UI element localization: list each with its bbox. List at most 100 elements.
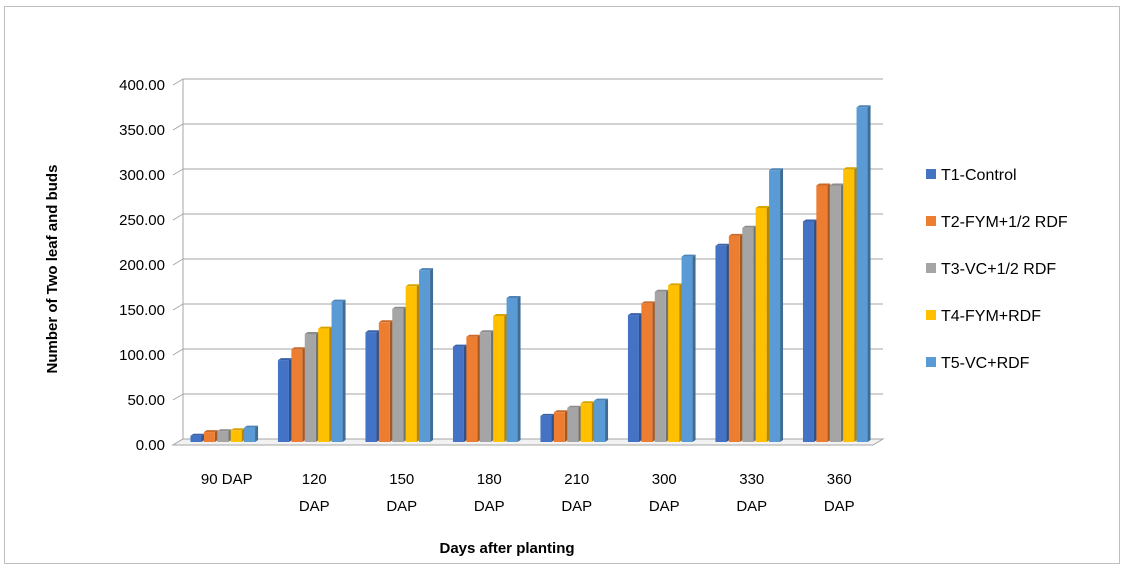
bar-side [867,105,871,442]
bar-top [829,183,844,186]
x-tick-label: DAP [561,498,592,515]
bar-top [594,398,609,401]
bar-top [641,301,656,304]
bar [668,285,680,442]
bar-side [564,410,568,442]
bar-side [813,219,817,442]
bar-top [203,430,218,433]
y-tick-label: 250.00 [119,212,165,229]
bar-side [766,206,770,442]
bars [190,105,871,443]
bar-side [490,330,494,442]
y-tick-label: 400.00 [119,77,165,94]
bar [304,334,316,442]
bar-top [452,344,467,347]
bar-top [816,183,831,186]
bar-top [217,429,232,432]
bar [506,298,518,442]
gridline-depth [172,348,184,356]
gridline-depth [172,258,184,266]
bar [594,400,606,442]
legend-label: T2-FYM+1/2 RDF [941,214,1068,231]
bar [769,170,781,442]
x-tick-labels: 90 DAP 120 DAP 150 DAP 180 DAP 210 DAP 300 DAP 330 D… [201,471,855,515]
bar-top [230,428,245,431]
bar-side [854,167,858,443]
x-tick-label: DAP [736,498,767,515]
bar [244,427,256,442]
bar-side [504,314,508,442]
bar [728,235,740,442]
bar-top [493,314,508,316]
gridline-depth [172,393,184,401]
bar [654,291,666,442]
bar-side [692,254,696,442]
bar-top [755,206,770,208]
x-tick-label: DAP [299,498,330,515]
chart-canvas: 0.00 50.00 100.00 150.00 200.00 250.00 300.00 3… [44,77,1068,557]
x-tick-label: 360 [827,471,852,488]
bar-top [318,326,333,329]
y-tick-label: 350.00 [119,122,165,139]
bar [230,430,242,442]
bar [365,332,377,442]
bar-side [827,183,831,442]
bar-side [463,344,467,442]
bar-side [389,320,393,442]
bar-side [753,225,757,442]
bar-side [376,330,380,442]
bar [802,221,814,442]
bar-side [342,299,346,442]
bar-side [403,306,407,442]
bar-top [291,347,306,350]
y-tick-label: 150.00 [119,302,165,319]
bar-side [605,398,609,442]
gridline-depth [172,123,184,131]
bar-side [329,326,333,442]
bar-top [668,283,683,286]
bar [553,412,565,442]
bar [277,360,289,442]
bar-side [201,433,205,442]
bar [318,328,330,442]
bar-top [681,254,696,257]
bar-side [302,347,306,442]
bar [580,403,592,442]
bar [217,431,229,442]
bar-top [856,105,871,108]
bar-top [479,330,494,333]
bar-top [802,219,817,222]
bar-top [769,168,784,171]
bar [378,322,390,442]
bar [567,407,579,442]
bar [829,185,841,442]
y-tick-label: 100.00 [119,347,165,364]
bar [856,107,868,442]
gridline-depth [172,168,184,176]
legend-swatch [926,216,936,226]
bar [479,332,491,442]
bar [681,256,693,442]
x-tick-label: DAP [386,498,417,515]
bar [392,308,404,442]
bar-top [277,358,292,361]
bar-side [840,183,844,442]
bar [627,315,639,442]
bar [291,349,303,442]
bar [755,208,767,442]
bar [190,435,202,442]
bar-side [665,289,669,442]
gridline-depth [172,78,184,86]
bar-side [780,168,784,442]
bar-top [742,225,757,228]
bar-side [228,429,232,442]
bar-top [728,233,743,236]
legend-swatch [926,357,936,367]
bar-top [405,284,420,287]
legend-label: T4-FYM+RDF [941,308,1041,325]
bar-top [244,425,259,428]
y-tick-label: 50.00 [127,392,165,409]
bar [493,316,505,442]
bar-top [567,405,582,408]
bar-side [652,301,656,442]
